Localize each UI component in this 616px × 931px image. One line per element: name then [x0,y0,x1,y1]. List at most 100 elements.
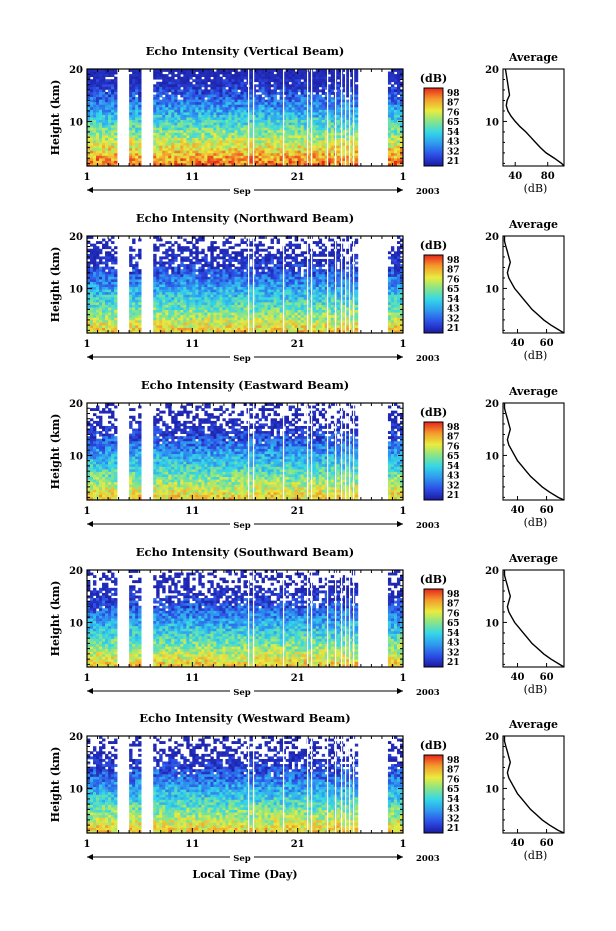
heatmap-cell [201,269,205,273]
heatmap-cell [399,84,404,88]
heatmap-cell [201,122,205,126]
heatmap-cell [273,130,277,134]
heatmap-cell [87,76,91,80]
heatmap-cell [336,91,341,95]
heatmap-cell [159,84,163,88]
heatmap-cell [216,74,220,78]
heatmap-cell [303,91,308,95]
heatmap-cell [267,137,271,141]
heatmap-cell [231,148,235,152]
heatmap-cell [252,330,256,334]
heatmap-cell [180,91,184,95]
heatmap-cell [222,99,226,103]
heatmap-cell [216,261,220,265]
heatmap-cell [228,155,232,159]
heatmap-cell [345,99,350,103]
heatmap-cell [291,127,296,131]
heatmap-cell [354,104,359,108]
heatmap-cell [321,104,326,108]
heatmap-cell [249,320,253,324]
heatmap-cell [162,137,166,141]
heatmap-cell [279,76,283,80]
heatmap-cell [240,102,244,106]
heatmap-cell [267,84,271,88]
heatmap-cell [399,99,404,103]
heatmap-cell [156,150,160,154]
heatmap-cell [96,253,100,257]
heatmap-cell [177,137,181,141]
heatmap-cell [132,160,136,164]
heatmap-cell [174,155,178,159]
heatmap-cell [99,284,103,288]
heatmap-cell [222,122,226,126]
heatmap-cell [93,140,97,144]
heatmap-cell [204,315,208,319]
heatmap-cell [108,120,112,123]
heatmap-cell [273,76,277,80]
heatmap-cell [189,258,193,262]
heatmap-cell [249,315,253,319]
heatmap-cell [306,127,311,131]
heatmap-cell [216,299,220,303]
heatmap-cell [105,294,109,298]
heatmap-cell [189,158,193,162]
heatmap-cell [93,304,97,308]
heatmap-cell [96,132,100,136]
heatmap-cell [285,74,289,78]
heatmap-cell [390,153,395,157]
heatmap-cell [393,145,398,149]
heatmap-cell [285,135,289,139]
heatmap-cell [171,327,175,331]
heatmap-cell [114,274,118,278]
heatmap-cell [201,132,205,136]
heatmap-cell [87,102,91,106]
heatmap-cell [354,158,359,162]
heatmap-cell [204,81,208,85]
heatmap-cell [255,294,259,298]
heatmap-cell [285,117,289,121]
heatmap-cell [186,160,190,164]
heatmap-cell [282,102,286,106]
heatmap-cell [198,261,202,265]
heatmap-cell [264,114,268,118]
heatmap-cell [315,127,320,131]
heatmap-cell [156,91,160,95]
heatmap-cell [93,271,97,275]
heatmap-cell [198,137,202,141]
heatmap-cell [240,284,244,288]
heatmap-cell [135,312,139,316]
heatmap-cell [111,274,115,278]
heatmap-cell [255,104,259,108]
heatmap-cell [312,125,317,129]
heatmap-cell [225,258,229,262]
heatmap-cell [330,130,335,134]
heatmap-cell [303,130,308,134]
heatmap-cell [204,135,208,139]
heatmap-cell [225,289,229,293]
heatmap-cell [231,320,235,324]
heatmap-cell [219,153,223,157]
heatmap-cell [171,287,175,290]
heatmap-cell [213,287,217,290]
heatmap-cell [138,248,142,252]
heatmap-cell [177,266,181,270]
heatmap-cell [189,302,193,306]
heatmap-cell [318,117,323,121]
heatmap-cell [210,312,214,316]
heatmap-cell [321,97,326,100]
heatmap-cell [348,114,353,118]
heatmap-cell [135,281,139,285]
heatmap-cell [294,163,299,167]
heatmap-cell [273,145,277,149]
heatmap-cell [234,99,238,103]
heatmap-cell [159,71,163,75]
heatmap-cell [96,256,100,260]
heatmap-cell [243,84,247,88]
heatmap-cell [255,271,259,275]
heatmap-cell [204,76,208,80]
heatmap-cell [240,327,244,331]
heatmap-cell [216,140,220,144]
heatmap-cell [390,127,395,131]
heatmap-cell [216,84,220,88]
heatmap-cell [210,258,214,262]
